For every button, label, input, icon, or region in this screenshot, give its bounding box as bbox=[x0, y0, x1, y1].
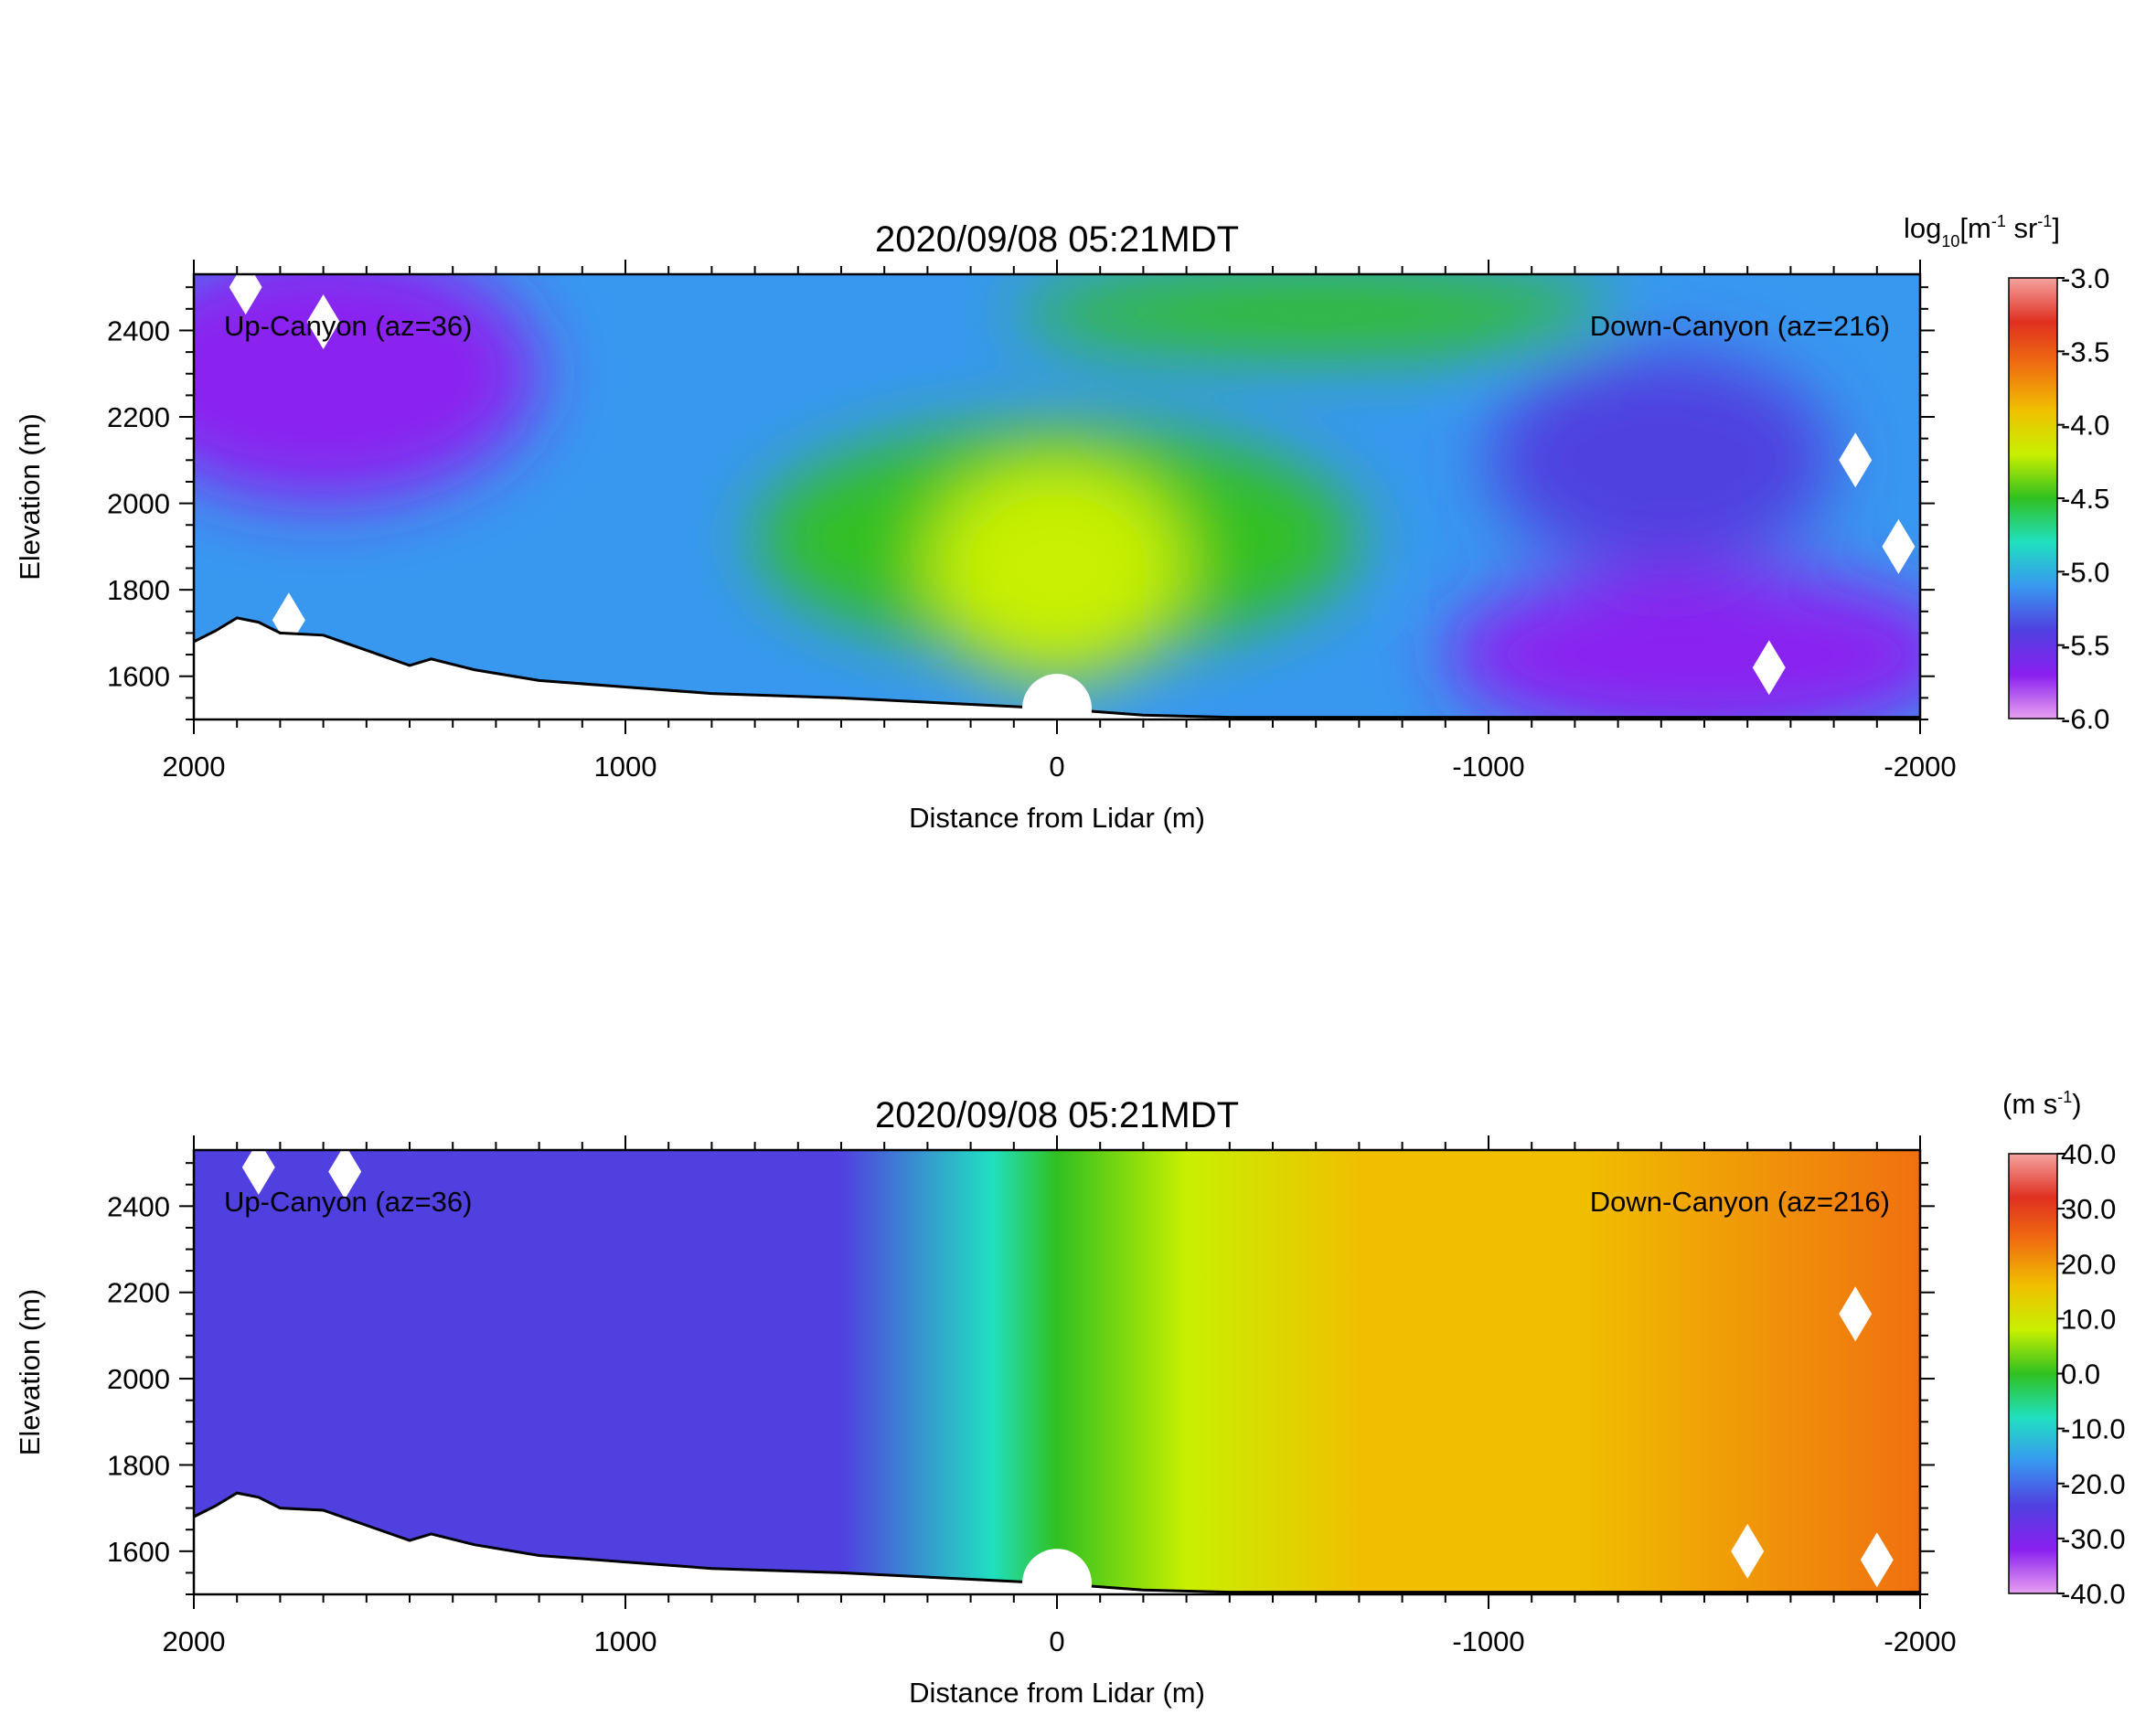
field-gradient bbox=[194, 1150, 1920, 1594]
colorbar-tick-label: -4.5 bbox=[2061, 483, 2109, 515]
data-gap bbox=[229, 274, 262, 315]
colorbar-tick-label: 20.0 bbox=[2061, 1248, 2116, 1280]
chart-panel-1: 2000 1000 0 -1000 -2000 1600 1800 2000 2200 2400 2… bbox=[14, 212, 2109, 834]
y-tick-label: 2400 bbox=[107, 1190, 170, 1222]
data-field bbox=[194, 274, 1920, 719]
y-tick-label: 2400 bbox=[107, 314, 170, 346]
colorbar: 40.0 30.0 20.0 10.0 0.0 -10.0 -20.0 -30.0 -40.0 (… bbox=[2002, 1088, 2126, 1610]
colorbar-scale bbox=[2008, 277, 2058, 719]
colorbar-unit-part: (m s bbox=[2002, 1088, 2057, 1120]
colorbar-unit-part: -1 bbox=[2037, 212, 2052, 230]
data-gap bbox=[1839, 432, 1873, 488]
colorbar-tick-label: -5.5 bbox=[2061, 630, 2109, 662]
annotation-up-canyon: Up-Canyon (az=36) bbox=[224, 310, 472, 342]
colorbar-tick-label: -4.0 bbox=[2061, 410, 2109, 442]
x-tick-label: 2000 bbox=[163, 751, 226, 783]
x-tick-label: -1000 bbox=[1452, 1625, 1524, 1657]
y-tick-label: 1800 bbox=[107, 574, 170, 606]
x-tick-label: 0 bbox=[1049, 751, 1064, 783]
annotation-down-canyon: Down-Canyon (az=216) bbox=[1590, 1186, 1890, 1218]
x-axis-label: Distance from Lidar (m) bbox=[909, 1677, 1205, 1709]
colorbar-tick-label: 10.0 bbox=[2061, 1303, 2116, 1335]
data-gap bbox=[1752, 640, 1786, 696]
data-gap bbox=[1860, 1532, 1894, 1588]
colorbar-unit-label: log10[m-1 sr-1] bbox=[1904, 212, 2060, 250]
colorbar-unit-part: ) bbox=[2072, 1088, 2081, 1120]
field-blob bbox=[194, 274, 539, 504]
y-axis-label: Elevation (m) bbox=[14, 1289, 46, 1456]
field-blobs bbox=[194, 274, 1920, 719]
y-tick-label: 2200 bbox=[107, 401, 170, 433]
y-axis-label: Elevation (m) bbox=[14, 413, 46, 581]
chart-title: 2020/09/08 05:21MDT bbox=[875, 219, 1239, 260]
x-tick-label: 1000 bbox=[594, 1625, 657, 1657]
field-blob bbox=[1013, 274, 1618, 357]
colorbar-tick-label: -30.0 bbox=[2061, 1523, 2126, 1555]
colorbar-tick-label: 40.0 bbox=[2061, 1138, 2116, 1170]
x-tick-label: -1000 bbox=[1452, 751, 1524, 783]
lidar-blind-zone bbox=[1022, 674, 1092, 719]
x-tick-label: 2000 bbox=[163, 1625, 226, 1657]
colorbar-unit-part: [m bbox=[1959, 212, 1991, 244]
colorbar-tick-label: -3.0 bbox=[2061, 262, 2109, 294]
data-gap bbox=[328, 1150, 362, 1199]
x-tick-label: -2000 bbox=[1884, 751, 1956, 783]
colorbar-scale bbox=[2008, 1153, 2058, 1594]
annotation-down-canyon: Down-Canyon (az=216) bbox=[1590, 310, 1890, 342]
data-field bbox=[194, 1150, 1920, 1594]
colorbar-unit-part: -1 bbox=[2057, 1088, 2072, 1106]
colorbar-unit-part: log bbox=[1904, 212, 1941, 244]
y-tick-label: 1600 bbox=[107, 1536, 170, 1568]
lidar-blind-zone bbox=[1022, 1549, 1092, 1594]
y-tick-label: 1600 bbox=[107, 661, 170, 693]
colorbar-tick-label: -20.0 bbox=[2061, 1468, 2126, 1500]
colorbar-tick-label: -5.0 bbox=[2061, 556, 2109, 588]
colorbar-tick-label: 0.0 bbox=[2061, 1358, 2100, 1390]
colorbar-unit-part: -1 bbox=[1991, 212, 2006, 230]
field-blob bbox=[927, 455, 1187, 681]
colorbar-tick-label: -40.0 bbox=[2061, 1578, 2126, 1610]
field-blob bbox=[1489, 352, 1834, 569]
field-blob bbox=[1445, 568, 1920, 719]
colorbar-unit-part: 10 bbox=[1941, 232, 1959, 250]
colorbar-unit-part: sr bbox=[2006, 212, 2037, 244]
colorbar-unit-label: (m s-1) bbox=[2002, 1088, 2082, 1120]
colorbar-unit-part: ] bbox=[2052, 212, 2060, 244]
y-tick-label: 2000 bbox=[107, 1363, 170, 1395]
colorbar-tick-label: -3.5 bbox=[2061, 336, 2109, 368]
chart-title: 2020/09/08 05:21MDT bbox=[875, 1095, 1239, 1135]
data-gap bbox=[241, 1150, 275, 1195]
y-tick-label: 2000 bbox=[107, 488, 170, 520]
terrain-mask bbox=[194, 1493, 1920, 1594]
colorbar-tick-label: -6.0 bbox=[2061, 703, 2109, 735]
x-axis-label: Distance from Lidar (m) bbox=[909, 802, 1205, 834]
annotation-up-canyon: Up-Canyon (az=36) bbox=[224, 1186, 472, 1218]
x-tick-label: 0 bbox=[1049, 1625, 1064, 1657]
data-gap bbox=[1882, 518, 1916, 574]
data-gap bbox=[1839, 1286, 1873, 1342]
colorbar-tick-label: -10.0 bbox=[2061, 1413, 2126, 1445]
colorbar-tick-label: 30.0 bbox=[2061, 1193, 2116, 1225]
chart-panel-2: 2000 1000 0 -1000 -2000 1600 1800 2000 2200 2400 2… bbox=[14, 1088, 2126, 1709]
data-gap bbox=[306, 294, 340, 350]
x-tick-label: 1000 bbox=[594, 751, 657, 783]
terrain-mask bbox=[194, 617, 1920, 719]
y-tick-label: 1800 bbox=[107, 1449, 170, 1481]
y-tick-label: 2200 bbox=[107, 1277, 170, 1309]
x-tick-label: -2000 bbox=[1884, 1625, 1956, 1657]
data-gap bbox=[1731, 1523, 1765, 1579]
